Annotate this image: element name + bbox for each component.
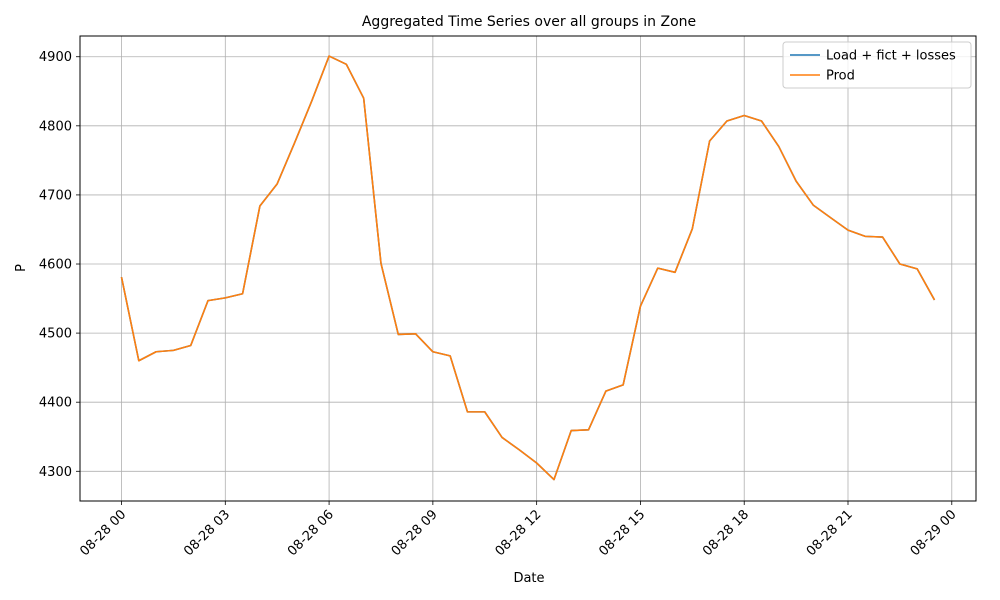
y-tick-label: 4900: [39, 50, 72, 65]
chart-title: Aggregated Time Series over all groups i…: [362, 14, 696, 30]
y-tick-label: 4600: [39, 258, 72, 273]
legend-box: [782, 41, 972, 89]
legend-label: Prod: [826, 69, 855, 84]
y-tick-label: 4800: [39, 119, 72, 134]
grid-lines: [80, 36, 976, 501]
plot-area-frame: [79, 35, 977, 502]
legend: Load + fict + losses Prod: [782, 41, 972, 89]
y-tick-label: 4500: [39, 327, 72, 342]
y-axis-label: P: [14, 264, 29, 272]
legend-label: Load + fict + losses: [826, 49, 956, 64]
y-tick-label: 4700: [39, 188, 72, 203]
y-tick-label: 4300: [39, 465, 72, 480]
y-tick-label: 4400: [39, 396, 72, 411]
x-axis-label: Date: [513, 571, 544, 586]
series-layer: [120, 55, 936, 481]
y-axis-ticks: 4300 4400 4500 4600 4700 4800 4900: [39, 50, 80, 480]
series-line: [120, 55, 936, 481]
